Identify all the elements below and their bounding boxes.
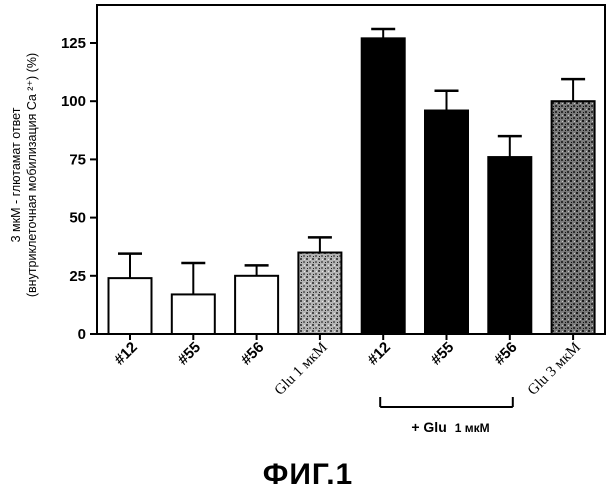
bracket-label: + Glu 1 мкМ (411, 419, 489, 436)
y-tick-label-75: 75 (69, 151, 86, 168)
x-axis-labels: #12#55#56Glu 1 мкМ#12#55#56Glu 3 мкМ (111, 334, 584, 399)
y-tick-label-100: 100 (61, 93, 86, 110)
figure-caption: ФИГ.1 (0, 458, 616, 492)
x-tick-label-2: #56 (238, 339, 268, 369)
bars (109, 38, 595, 334)
y-axis-ticks: 0 25 50 75 100 125 (61, 35, 97, 343)
y-tick-label-125: 125 (61, 35, 86, 52)
y-axis-label: 3 мкМ - глютамат ответ (внутриклеточная … (9, 53, 39, 297)
x-tick-label-4: #12 (364, 339, 394, 369)
bar-3 (298, 253, 341, 334)
x-tick-label-7: Glu 3 мкМ (525, 340, 584, 399)
bracket-label-small: 1 мкМ (455, 421, 490, 435)
y-tick-label-25: 25 (69, 268, 86, 285)
bar-chart: 3 мкМ - глютамат ответ (внутриклеточная … (0, 0, 616, 455)
bar-1 (172, 294, 215, 334)
y-axis-label-line1: 3 мкМ - глютамат ответ (9, 107, 23, 242)
bracket-glu-1um: + Glu 1 мкМ (380, 397, 513, 436)
bar-4 (362, 38, 405, 334)
bracket-label-bold: + Glu (411, 419, 446, 435)
x-tick-label-3: Glu 1 мкМ (272, 340, 331, 399)
x-tick-label-0: #12 (111, 339, 141, 369)
bar-7 (552, 101, 595, 334)
bar-6 (488, 157, 531, 334)
x-tick-label-1: #55 (174, 339, 204, 369)
bar-0 (109, 278, 152, 334)
bar-5 (425, 111, 468, 334)
bar-2 (235, 276, 278, 334)
x-tick-label-6: #56 (491, 339, 521, 369)
y-axis-label-line2: (внутриклеточная мобилизация Ca ²⁺) (%) (25, 53, 39, 297)
y-tick-label-0: 0 (78, 326, 86, 343)
x-tick-label-5: #55 (428, 339, 458, 369)
y-tick-label-50: 50 (69, 210, 86, 227)
